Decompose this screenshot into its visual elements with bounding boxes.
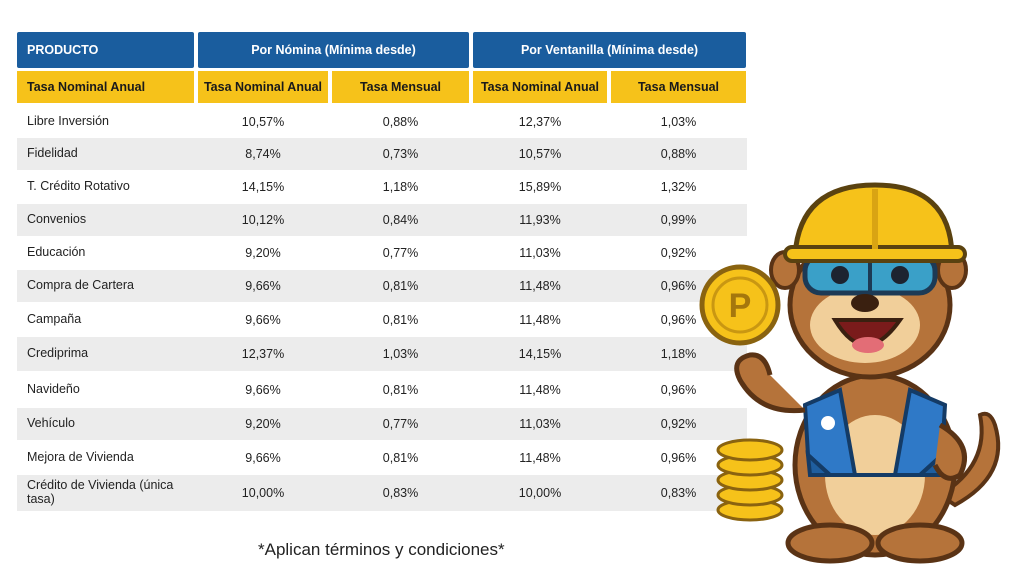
rate-cell-nom-mensual: 1,18% [382,180,419,194]
rate-cell-ven-anual: 11,48% [519,313,561,327]
rate-cell-ven-mensual: 0,99% [660,213,697,227]
product-name: Fidelidad [27,146,78,161]
table-row [17,138,747,170]
rate-cell-nom-mensual: 0,77% [382,417,419,431]
svg-text:P: P [729,287,752,325]
table-row [17,408,747,440]
rate-cell-ven-mensual: 0,92% [660,245,697,260]
header-nomina: Por Nómina (Mínima desde) [198,32,469,68]
subheader-ventanilla-anual: Tasa Nominal Anual [473,71,607,103]
table-row [17,337,747,371]
rate-cell-ven-anual: 11,03% [519,417,561,431]
rate-cell-ven-anual: 11,48% [519,279,561,293]
product-name: Vehículo [27,416,75,431]
rate-cell-ven-anual: 10,57% [518,147,562,161]
rate-cell-nom-anual: 9,20% [245,417,281,431]
rate-cell-nom-mensual: 0,73% [382,147,419,161]
product-name: Convenios [27,212,87,227]
rate-cell-nom-mensual: 0,88% [382,115,419,129]
subheader-nomina-anual: Tasa Nominal Anual [198,71,328,103]
rate-cell-nom-mensual: 1,03% [382,347,419,361]
rate-cell-ven-anual: 11,03% [519,245,561,260]
rate-cell-ven-mensual: 0,96% [660,382,697,397]
rate-cell-ven-mensual: 0,96% [660,450,697,465]
terms-footnote: *Aplican términos y condiciones* [258,540,505,559]
product-name: Compra de Cartera [27,278,134,293]
header-ventanilla: Por Ventanilla (Mínima desde) [473,32,746,68]
rate-cell-ven-anual: 11,48% [519,450,561,465]
product-name: Crédito de Vivienda (única tasa) [27,478,174,506]
table-row [17,204,747,236]
rate-cell-nom-anual: 10,00% [241,486,285,500]
table-row [17,475,747,511]
rate-cell-nom-anual: 14,15% [241,180,285,194]
rate-cell-nom-anual: 9,20% [245,245,281,260]
rate-cell-nom-anual: 9,66% [245,313,281,327]
header-product: PRODUCTO [17,32,194,68]
product-name: T. Crédito Rotativo [27,179,130,194]
rate-cell-nom-anual: 9,66% [245,450,281,465]
rate-cell-nom-mensual: 0,81% [382,313,419,327]
rate-cell-nom-anual: 12,37% [241,347,285,361]
product-name: Crediprima [27,346,89,361]
rate-cell-ven-mensual: 0,92% [660,417,697,431]
rate-cell-nom-mensual: 0,81% [382,382,419,397]
rate-cell-ven-anual: 11,48% [519,382,561,397]
otter-mascot-icon: P [699,182,1001,564]
rate-cell-ven-mensual: 0,96% [660,279,697,293]
subheader-first: Tasa Nominal Anual [17,71,194,103]
rate-cell-ven-anual: 10,00% [518,486,562,500]
rate-cell-ven-mensual: 1,18% [660,347,697,361]
rate-cell-nom-mensual: 0,81% [382,450,419,465]
rate-cell-ven-anual: 11,93% [519,213,561,227]
product-name: Educación [27,244,86,259]
subheader-nomina-mensual: Tasa Mensual [332,71,469,103]
rate-cell-nom-mensual: 0,81% [382,279,419,293]
product-name: Mejora de Vivienda [27,449,134,464]
rate-cell-ven-mensual: 0,83% [660,486,697,500]
subheader-ventanilla-mensual: Tasa Mensual [611,71,746,103]
rate-cell-ven-mensual: 1,03% [660,115,697,129]
rate-cell-nom-anual: 10,12% [241,213,285,227]
product-name: Libre Inversión [27,114,109,129]
rate-cell-nom-anual: 9,66% [245,382,281,397]
rate-cell-nom-anual: 10,57% [241,115,285,129]
product-name: Campaña [27,312,82,327]
rate-cell-nom-anual: 8,74% [245,147,281,161]
rate-cell-ven-mensual: 0,88% [660,147,697,161]
rate-cell-ven-anual: 14,15% [518,347,562,361]
table-row [17,270,747,302]
rate-cell-nom-anual: 9,66% [245,279,281,293]
rate-cell-ven-mensual: 1,32% [660,180,697,194]
product-name: Navideño [27,381,80,396]
rate-cell-ven-anual: 15,89% [518,180,562,194]
rate-cell-nom-mensual: 0,84% [382,213,419,227]
rate-cell-ven-anual: 12,37% [518,115,562,129]
rate-cell-nom-mensual: 0,77% [382,245,419,260]
rate-cell-nom-mensual: 0,83% [382,486,419,500]
rate-cell-ven-mensual: 0,96% [660,313,697,327]
